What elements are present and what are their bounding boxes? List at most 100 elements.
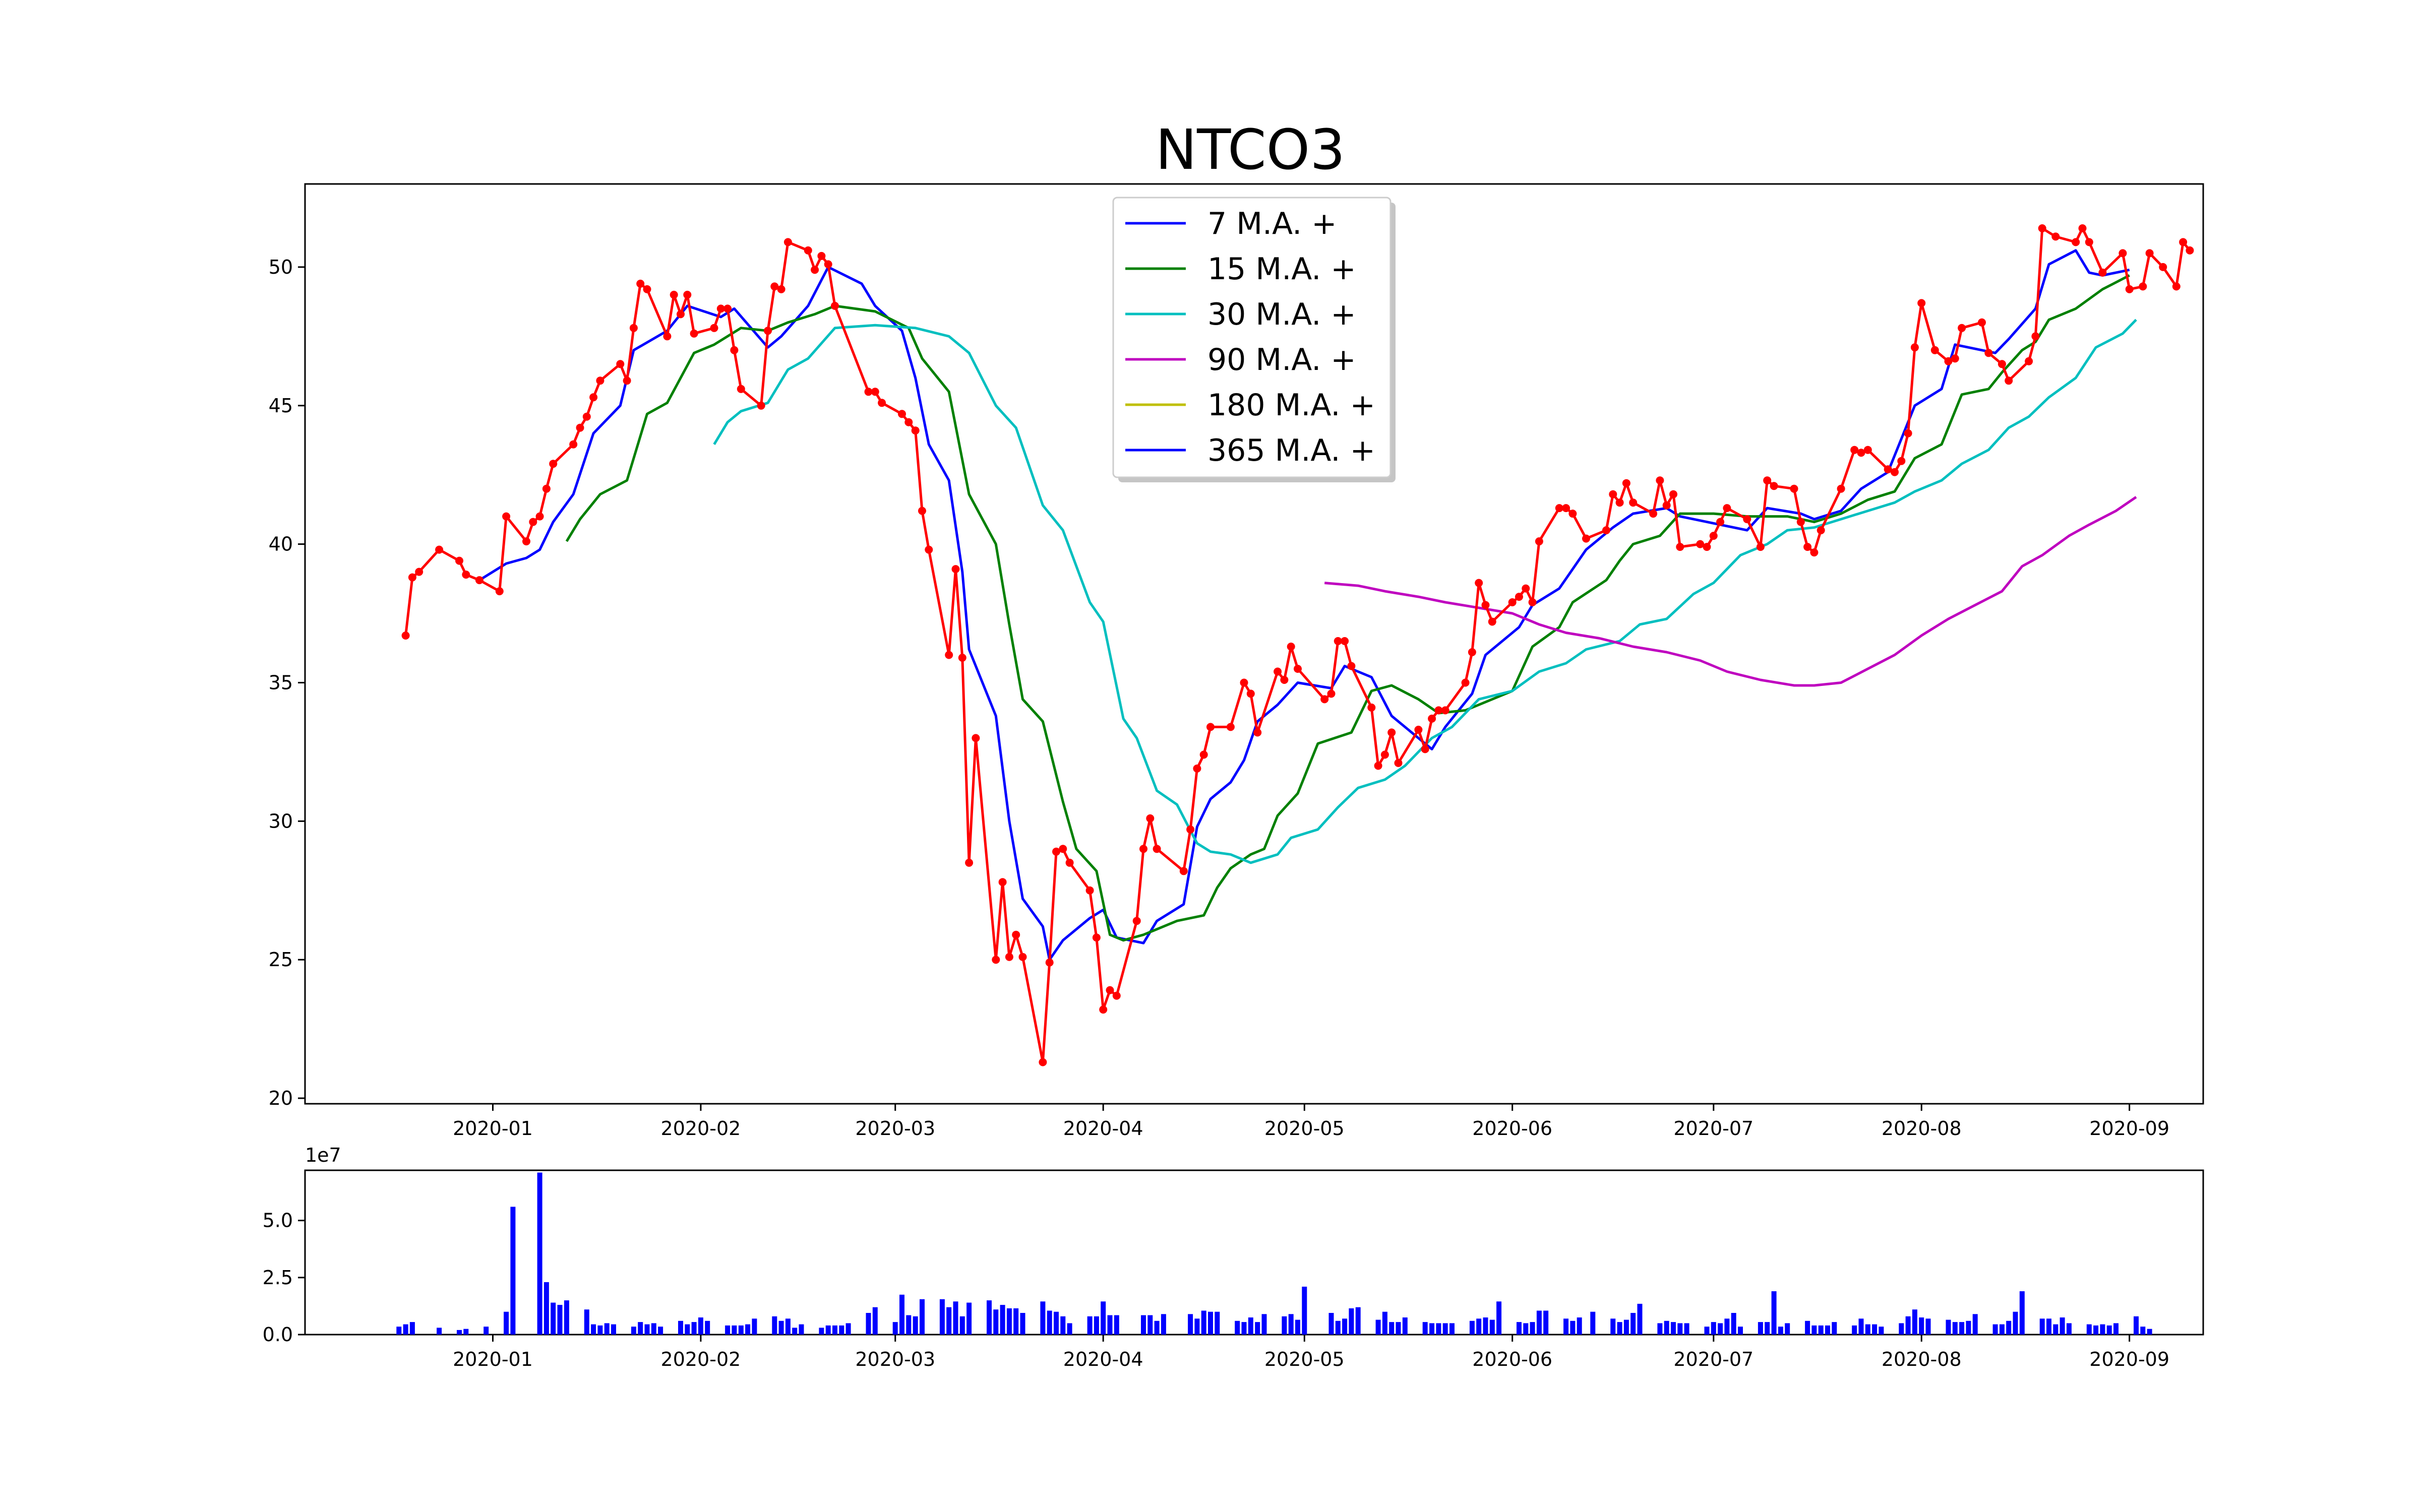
volume-bar	[1677, 1323, 1683, 1335]
volume-bar	[1925, 1318, 1931, 1335]
volume-bar	[504, 1311, 509, 1335]
price-point	[730, 346, 739, 354]
price-point	[1568, 510, 1577, 518]
volume-bar	[457, 1330, 462, 1335]
price-point	[1468, 648, 1476, 656]
price-point	[596, 376, 604, 385]
volume-bar	[1107, 1315, 1113, 1335]
volume-bar	[1161, 1314, 1166, 1335]
volume-bar	[1469, 1320, 1475, 1335]
legend-entries: 7 M.A. + 15 M.A. + 30 M.A. + 90 M.A. + 180 M…	[1125, 206, 1375, 468]
price-point	[1796, 518, 1805, 526]
x-tick-label: 2020-03	[855, 1117, 935, 1140]
volume-bar	[2086, 1324, 2092, 1335]
price-point	[777, 285, 785, 293]
y-tick-label: 25	[269, 949, 293, 971]
volume-bar	[597, 1325, 603, 1335]
volume-bar	[1999, 1324, 2005, 1335]
price-point	[1018, 953, 1027, 961]
volume-bar	[1577, 1317, 1582, 1335]
volume-bar	[1047, 1310, 1052, 1335]
y-tick-label: 40	[269, 533, 293, 555]
volume-exponent-label: 1e7	[305, 1144, 341, 1166]
volume-bar	[1288, 1314, 1294, 1335]
volume-bar	[1188, 1314, 1193, 1335]
price-point	[495, 587, 504, 596]
volume-bar	[1255, 1322, 1260, 1335]
volume-bar	[1778, 1327, 1783, 1335]
x-tick-label: 2020-06	[1472, 1117, 1552, 1140]
volume-bar	[1972, 1314, 1978, 1335]
volume-bar	[611, 1324, 616, 1335]
volume-bar	[2093, 1325, 2099, 1335]
volume-bar	[845, 1323, 851, 1335]
price-point	[1904, 429, 1912, 437]
legend-label-3: 90 M.A. +	[1207, 342, 1356, 377]
volume-bar	[1389, 1322, 1395, 1335]
volume-bar	[2113, 1323, 2119, 1335]
volume-y-tick-label: 5.0	[263, 1210, 293, 1232]
volume-bar	[1623, 1319, 1629, 1335]
price-point	[1562, 504, 1570, 513]
volume-bar	[1006, 1308, 1012, 1335]
price-point	[783, 238, 792, 246]
volume-bar	[584, 1309, 589, 1335]
price-point	[435, 545, 444, 554]
price-point	[1508, 598, 1517, 606]
price-point	[2186, 246, 2194, 255]
volume-bar	[1946, 1319, 1951, 1335]
volume-y-tick-label: 2.5	[263, 1267, 293, 1289]
price-point	[878, 399, 886, 407]
volume-bar	[1952, 1322, 1958, 1335]
legend-label-1: 15 M.A. +	[1207, 251, 1356, 287]
volume-bar	[920, 1299, 925, 1335]
volume-bar	[1476, 1318, 1482, 1335]
volume-x-tick-label: 2020-03	[855, 1348, 935, 1370]
volume-bar	[778, 1320, 784, 1335]
price-point	[2098, 268, 2107, 277]
x-tick-label: 2020-08	[1882, 1117, 1962, 1140]
price-point	[1253, 728, 1262, 737]
volume-bar	[899, 1294, 904, 1335]
price-point	[522, 537, 530, 546]
price-point	[804, 246, 812, 255]
volume-bar	[1402, 1317, 1408, 1335]
x-tick-label: 2020-01	[453, 1117, 533, 1140]
volume-bar	[1355, 1307, 1361, 1335]
price-point	[1609, 490, 1617, 498]
price-point	[1294, 665, 1302, 673]
price-point	[1817, 526, 1825, 535]
volume-bar	[1436, 1323, 1441, 1335]
price-point	[1857, 449, 1865, 457]
volume-bar	[745, 1324, 751, 1335]
volume-bar	[1154, 1320, 1160, 1335]
volume-bar	[403, 1324, 408, 1335]
price-point	[1891, 468, 1899, 476]
volume-bar	[1872, 1324, 1878, 1335]
volume-bar	[2147, 1329, 2152, 1335]
price-point	[1347, 662, 1356, 670]
price-point	[904, 418, 913, 426]
volume-bar	[1094, 1316, 1099, 1335]
price-point	[1132, 917, 1141, 925]
volume-bar	[1302, 1286, 1307, 1335]
volume-bar	[1536, 1310, 1542, 1335]
price-point	[1186, 825, 1195, 834]
volume-bar	[2006, 1320, 2012, 1335]
price-point	[475, 576, 483, 585]
volume-bar	[1489, 1319, 1495, 1335]
volume-x-tick-label: 2020-06	[1472, 1348, 1552, 1370]
volume-bar	[1054, 1311, 1059, 1335]
price-point	[1649, 510, 1658, 518]
volume-bar	[564, 1300, 569, 1335]
price-point	[2139, 282, 2147, 291]
volume-bar	[2134, 1316, 2139, 1335]
x-tick-label: 2020-07	[1673, 1117, 1753, 1140]
volume-bar	[2060, 1317, 2065, 1335]
price-point	[1528, 598, 1537, 606]
volume-bar	[1724, 1318, 1730, 1335]
volume-bar	[1496, 1301, 1502, 1335]
price-point	[1287, 643, 1295, 651]
price-point	[1535, 537, 1543, 546]
